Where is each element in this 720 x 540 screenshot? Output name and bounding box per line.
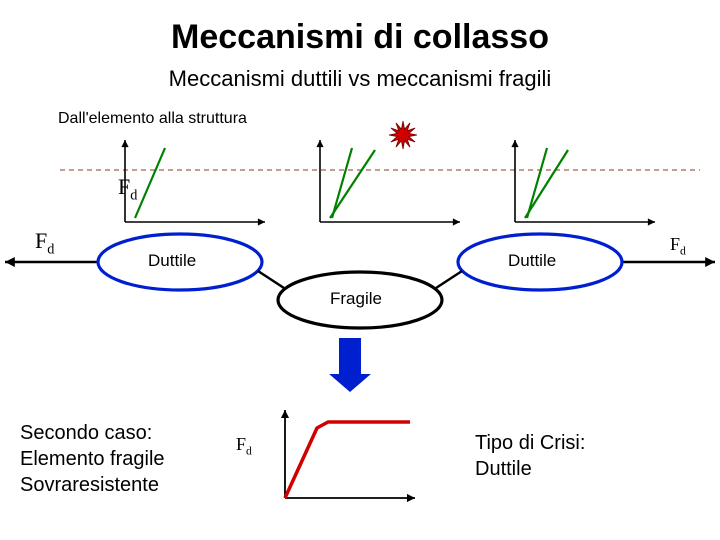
- diagram-svg: [0, 0, 720, 540]
